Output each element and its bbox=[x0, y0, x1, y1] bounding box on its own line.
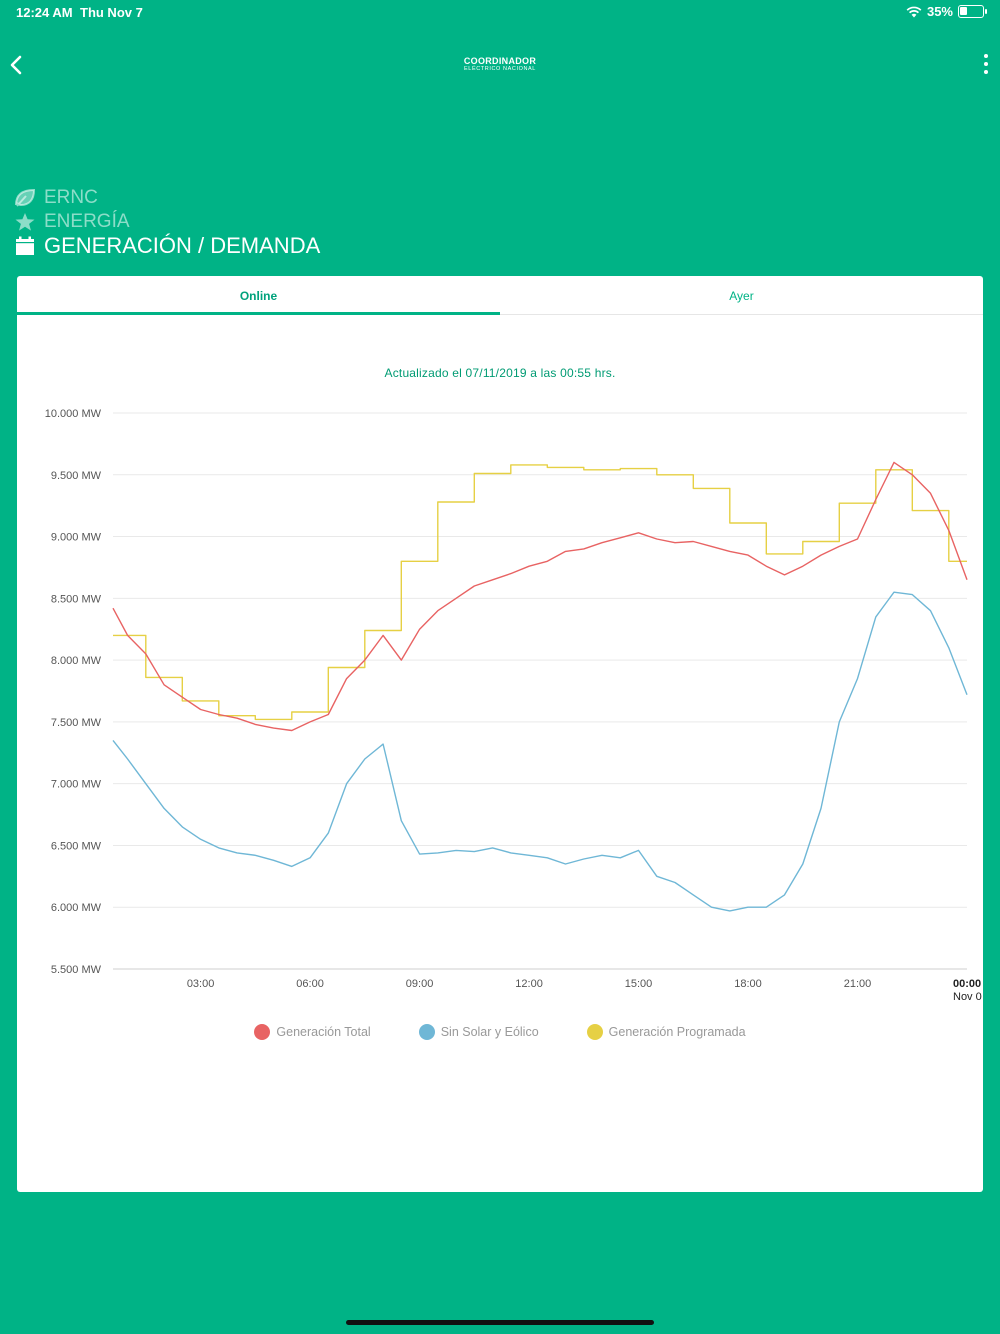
more-vertical-icon bbox=[980, 54, 992, 74]
x-tick-label: 15:00 bbox=[625, 978, 653, 990]
chart-card: Online Ayer Actualizado el 07/11/2019 a … bbox=[17, 276, 983, 1192]
series-line-1 bbox=[112, 591, 968, 912]
chevron-left-icon bbox=[10, 55, 22, 75]
menu-label-generacion-demanda: GENERACIÓN / DEMANDA bbox=[44, 233, 321, 258]
legend-label-sin-solar: Sin Solar y Eólico bbox=[440, 1025, 539, 1039]
more-button[interactable] bbox=[980, 54, 992, 78]
x-tick-label: 06:00 bbox=[296, 978, 324, 990]
series-line-2 bbox=[113, 464, 967, 721]
legend-item-programada[interactable]: Generación Programada bbox=[586, 1024, 746, 1040]
menu-label-ernc: ERNC bbox=[44, 187, 98, 208]
y-tick-label: 9.500 MW bbox=[51, 470, 102, 482]
y-tick-label: 7.500 MW bbox=[51, 717, 102, 729]
line-chart: 5.500 MW 6.000 MW 6.500 MW 7.000 MW 7.500 MW… bbox=[45, 408, 982, 1003]
battery-icon bbox=[958, 5, 987, 18]
tab-online[interactable]: Online bbox=[17, 276, 500, 315]
y-tick-label: 8.500 MW bbox=[51, 593, 102, 605]
y-tick-label: 7.000 MW bbox=[51, 779, 102, 791]
home-indicator bbox=[346, 1320, 654, 1325]
menu-item-generacion-demanda[interactable]: GENERACIÓN / DEMANDA bbox=[14, 233, 321, 258]
legend-item-total[interactable]: Generación Total bbox=[254, 1024, 371, 1040]
x-tick-label: 21:00 bbox=[844, 978, 872, 990]
battery-percent: 35% bbox=[926, 4, 953, 19]
logo-sub: ELÉCTRICO NACIONAL bbox=[464, 66, 536, 72]
legend-label-total: Generación Total bbox=[276, 1025, 371, 1039]
menu-item-energia[interactable]: ENERGÍA bbox=[14, 210, 320, 234]
section-menu: ERNC ENERGÍA GENERACIÓN / DEMANDA bbox=[14, 186, 320, 258]
status-right: 35% bbox=[906, 4, 987, 19]
y-tick-label: 9.000 MW bbox=[51, 532, 102, 544]
legend-label-programada: Generación Programada bbox=[608, 1025, 746, 1039]
legend-dot-programada bbox=[586, 1024, 603, 1040]
wifi-icon bbox=[906, 6, 922, 17]
x-tick-label: 18:00 bbox=[734, 978, 762, 990]
x-tick-label: 12:00 bbox=[515, 978, 543, 990]
legend-item-sin-solar[interactable]: Sin Solar y Eólico bbox=[418, 1024, 539, 1040]
y-tick-label: 6.500 MW bbox=[51, 840, 102, 852]
status-time: 12:24 AM bbox=[16, 5, 73, 20]
legend-dot-total bbox=[254, 1024, 271, 1040]
app-logo: COORDINADOR ELÉCTRICO NACIONAL bbox=[0, 56, 1000, 72]
legend-dot-sin-solar bbox=[418, 1024, 435, 1040]
battery-fill bbox=[960, 7, 967, 15]
leaf-icon bbox=[14, 188, 36, 208]
menu-item-ernc[interactable]: ERNC bbox=[14, 186, 320, 210]
y-tick-label: 5.500 MW bbox=[51, 964, 102, 976]
menu-label-energia: ENERGÍA bbox=[44, 211, 130, 232]
star-icon bbox=[14, 212, 36, 232]
updated-text: Actualizado el 07/11/2019 a las 00:55 hr… bbox=[384, 366, 616, 380]
y-tick-label: 8.000 MW bbox=[51, 655, 102, 667]
tab-ayer[interactable]: Ayer bbox=[729, 289, 754, 303]
x-tick-label: 09:00 bbox=[406, 978, 434, 990]
x-tick-label: 00:00 bbox=[953, 978, 981, 990]
y-tick-label: 10.000 MW bbox=[45, 408, 102, 420]
y-tick-label: 6.000 MW bbox=[51, 902, 102, 914]
chart-legend: Generación Total Sin Solar y Eólico Gene… bbox=[17, 1024, 983, 1040]
back-button[interactable] bbox=[6, 52, 30, 78]
x-tick-label: 03:00 bbox=[187, 978, 215, 990]
status-bar: 12:24 AM Thu Nov 7 35% bbox=[0, 0, 1000, 24]
status-date: Thu Nov 7 bbox=[80, 5, 143, 20]
calendar-icon bbox=[14, 236, 36, 256]
tab-bar: Online Ayer bbox=[17, 276, 983, 315]
series-line-0 bbox=[112, 461, 968, 732]
logo-main: COORDINADOR bbox=[463, 56, 537, 66]
x-tick-sublabel: Nov 0 bbox=[953, 991, 982, 1003]
